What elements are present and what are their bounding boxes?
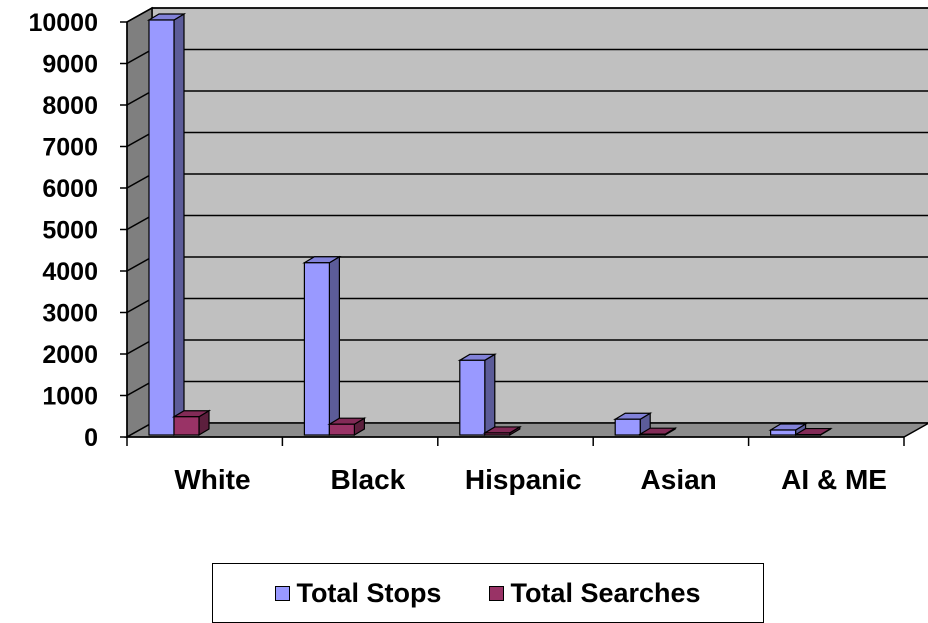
gridline xyxy=(126,7,928,23)
bar-total-searches xyxy=(327,417,367,437)
bar-total-searches xyxy=(793,427,833,437)
y-tick-label: 0 xyxy=(84,424,98,452)
bar-total-stops xyxy=(146,12,187,437)
x-category-label: Black xyxy=(331,464,406,495)
bar-total-searches xyxy=(482,425,522,437)
y-tick-label: 4000 xyxy=(42,258,98,286)
x-category-label: Asian xyxy=(641,464,717,495)
legend-item-total-searches: Total Searches xyxy=(489,577,701,609)
y-tick-label: 6000 xyxy=(42,175,98,203)
x-category-label: Hispanic xyxy=(465,464,582,495)
bar-total-searches xyxy=(171,409,212,437)
bar-total-stops xyxy=(768,422,808,437)
x-category-label: AI & ME xyxy=(781,464,887,495)
y-tick-label: 1000 xyxy=(42,383,98,411)
y-tick-label: 9000 xyxy=(42,51,98,79)
y-tick-label: 5000 xyxy=(42,217,98,245)
legend-swatch-total-searches xyxy=(489,585,505,601)
y-tick-label: 10000 xyxy=(28,9,98,37)
bar-total-searches xyxy=(638,427,678,437)
legend-swatch-total-stops xyxy=(275,585,291,601)
chart-walls xyxy=(124,6,928,439)
x-category-labels: White Black Hispanic Asian AI & ME xyxy=(174,464,887,495)
legend: Total Stops Total Searches xyxy=(212,563,764,623)
y-tick-label: 8000 xyxy=(42,92,98,120)
y-tick-label: 7000 xyxy=(42,134,98,162)
axes xyxy=(120,21,905,446)
x-category-label: White xyxy=(174,464,250,495)
y-tick-labels: 0 1000 2000 3000 4000 5000 6000 7000 8000 9000 100… xyxy=(28,9,98,452)
bar-total-stops xyxy=(613,412,653,437)
legend-item-total-stops: Total Stops xyxy=(275,578,441,609)
legend-label-total-stops: Total Stops xyxy=(296,577,442,608)
bar-total-stops xyxy=(457,353,497,437)
legend-label-total-searches: Total Searches xyxy=(510,577,701,608)
bars xyxy=(146,12,833,437)
y-tick-label: 3000 xyxy=(42,300,98,328)
bar-total-stops xyxy=(302,255,342,437)
y-tick-label: 2000 xyxy=(42,341,98,369)
